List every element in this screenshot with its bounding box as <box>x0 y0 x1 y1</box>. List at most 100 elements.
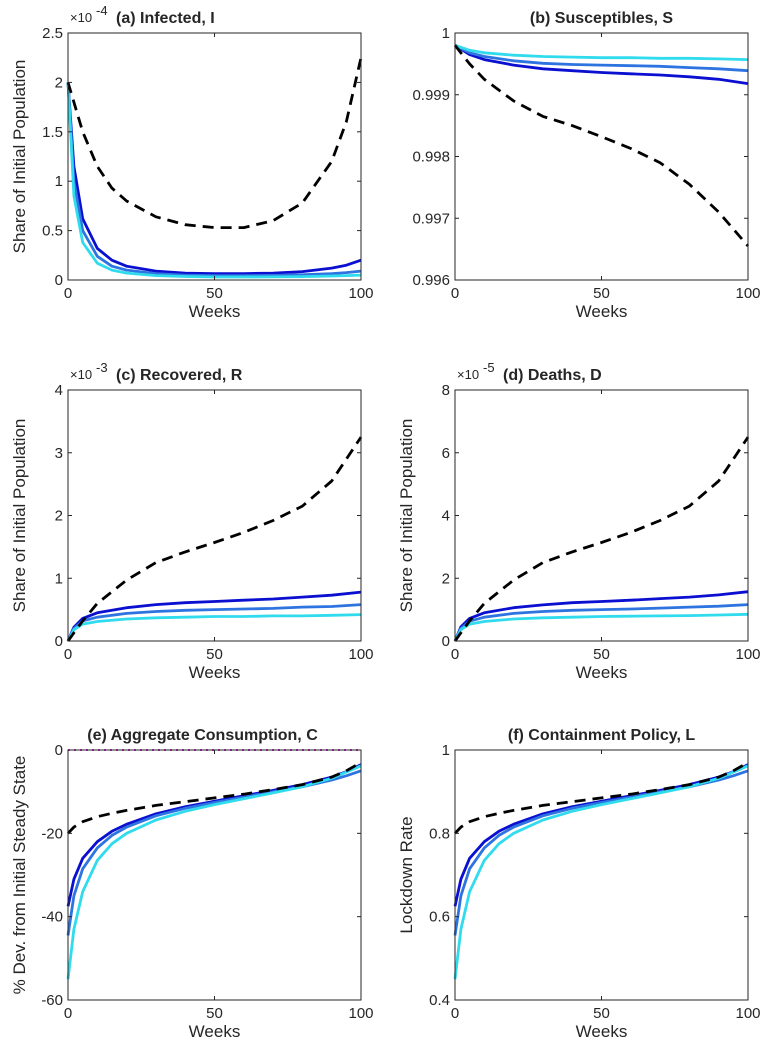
y-tick-label-d: 8 <box>442 382 450 399</box>
y-tick-label-f: 0.8 <box>429 825 450 842</box>
series-line-e-4 <box>66 761 362 835</box>
series-line-e-3 <box>66 764 362 980</box>
y-tick-label-b: 0.997 <box>412 210 450 227</box>
x-axis-label-d: Weeks <box>576 663 628 682</box>
y-tick-label-c: 3 <box>55 445 63 462</box>
x-axis-label-e: Weeks <box>189 1022 241 1041</box>
panel-d: 0 50 100 0 2 4 6 8 ×10 -5 (d) Deaths, D Weeks Share … <box>397 360 761 682</box>
x-tick-label-d: 100 <box>735 646 760 663</box>
panel-a: 0 50 100 0 0.5 1 1.5 2 2.5 ×10 -4 (a) Infected, I We… <box>10 3 374 321</box>
y-tick-label-b: 0.996 <box>412 272 450 289</box>
panel-title-a: (a) Infected, I <box>116 10 215 27</box>
x-tick-label-a: 0 <box>64 285 72 302</box>
x-axis-label-b: Weeks <box>576 302 628 321</box>
x-axis-label-c: Weeks <box>189 663 241 682</box>
series-line-a-3 <box>66 82 362 279</box>
y-tick-label-a: 1.5 <box>42 124 63 141</box>
y-tick-label-a: 0 <box>55 272 63 289</box>
y-tick-label-b: 0.998 <box>412 149 450 166</box>
y-axis-label-f: Lockdown Rate <box>397 816 416 933</box>
x-tick-label-f: 100 <box>735 1005 760 1022</box>
axes-box-b <box>454 32 749 281</box>
y-tick-label-a: 0.5 <box>42 223 63 240</box>
multiplier-exponent-a: -4 <box>96 3 108 18</box>
x-tick-label-e: 0 <box>64 1005 72 1022</box>
y-axis-label-e: % Dev. from Initial Steady State <box>10 756 29 995</box>
y-tick-label-e: -20 <box>41 825 63 842</box>
y-tick-label-c: 4 <box>55 382 63 399</box>
panel-c: 0 50 100 0 1 2 3 4 ×10 -3 (c) Recovered, R Weeks Sha… <box>10 360 374 682</box>
y-tick-label-c: 1 <box>55 570 63 587</box>
multiplier-exponent-d: -5 <box>483 360 495 375</box>
x-axis-label-f: Weeks <box>576 1022 628 1041</box>
x-axis-label-a: Weeks <box>189 302 241 321</box>
x-tick-label-d: 0 <box>451 646 459 663</box>
x-tick-label-f: 50 <box>593 1005 610 1022</box>
y-tick-label-e: -60 <box>41 992 63 1009</box>
series-line-f-2 <box>453 769 749 936</box>
y-tick-label-f: 1 <box>442 742 450 759</box>
x-tick-label-a: 100 <box>348 285 373 302</box>
panel-title-c: (c) Recovered, R <box>116 367 243 384</box>
x-tick-label-c: 100 <box>348 646 373 663</box>
panel-title-f: (f) Containment Policy, L <box>508 727 695 744</box>
axes-box-d <box>454 389 749 642</box>
x-tick-label-b: 100 <box>735 285 760 302</box>
multiplier-base-a: ×10 <box>70 10 92 25</box>
y-tick-label-a: 2 <box>55 74 63 91</box>
x-tick-label-a: 50 <box>206 285 223 302</box>
y-tick-label-c: 0 <box>55 633 63 650</box>
series-line-b-3 <box>454 43 749 61</box>
panel-title-b: (b) Susceptibles, S <box>530 10 673 27</box>
series-line-f-3 <box>453 764 749 980</box>
y-tick-label-f: 0.4 <box>429 992 450 1009</box>
series-line-a-4 <box>66 57 363 230</box>
multiplier-base-d: ×10 <box>457 367 479 382</box>
x-tick-label-f: 0 <box>451 1005 459 1022</box>
x-tick-label-c: 0 <box>64 646 72 663</box>
series-line-c-3 <box>66 613 362 642</box>
y-tick-label-d: 4 <box>442 508 450 525</box>
y-tick-label-d: 2 <box>442 570 450 587</box>
axes-box-e <box>67 749 362 1001</box>
x-tick-label-e: 100 <box>348 1005 373 1022</box>
panel-title-e: (e) Aggregate Consumption, C <box>87 727 318 744</box>
panel-f: 0 50 100 0.4 0.6 0.8 1 (f) Containment Policy, … <box>397 727 761 1041</box>
panel-e: 0 50 100 -60 -40 -20 0 (e) Aggregate Consumptio… <box>10 727 374 1041</box>
series-line-c-4 <box>66 436 363 642</box>
y-tick-label-a: 1 <box>55 173 63 190</box>
series-line-f-4 <box>453 761 749 835</box>
x-tick-label-b: 0 <box>451 285 459 302</box>
y-tick-label-e: -40 <box>41 909 63 926</box>
series-line-d-1 <box>453 590 749 642</box>
axis-multiplier-c: ×10 -3 <box>70 360 108 382</box>
y-tick-label-e: 0 <box>55 742 63 759</box>
panel-title-d: (d) Deaths, D <box>503 367 602 384</box>
x-tick-label-e: 50 <box>206 1005 223 1022</box>
series-line-d-4 <box>453 436 750 642</box>
series-line-e-2 <box>66 769 362 936</box>
axis-multiplier-d: ×10 -5 <box>457 360 495 382</box>
axis-multiplier-a: ×10 -4 <box>70 3 108 25</box>
multiplier-base-c: ×10 <box>70 367 92 382</box>
y-axis-label-c: Share of Initial Population <box>10 419 29 613</box>
multiplier-exponent-c: -3 <box>96 360 108 375</box>
x-tick-label-c: 50 <box>206 646 223 663</box>
y-axis-label-d: Share of Initial Population <box>397 419 416 613</box>
y-tick-label-d: 6 <box>442 445 450 462</box>
axes-box-a <box>67 32 362 281</box>
y-tick-label-a: 2.5 <box>42 25 63 42</box>
y-tick-label-c: 2 <box>55 508 63 525</box>
series-line-b-4 <box>453 44 750 247</box>
y-tick-label-d: 0 <box>442 633 450 650</box>
x-tick-label-d: 50 <box>593 646 610 663</box>
series-line-b-1 <box>454 44 749 85</box>
y-axis-label-a: Share of Initial Population <box>10 60 29 254</box>
axes-box-c <box>67 389 362 642</box>
series-line-a-1 <box>66 82 362 276</box>
series-line-d-3 <box>453 612 749 642</box>
y-tick-label-b: 0.999 <box>412 87 450 104</box>
y-tick-label-b: 1 <box>442 25 450 42</box>
panel-b: 0 50 100 0.996 0.997 0.998 0.999 1 (b) Susceptib… <box>412 10 760 321</box>
